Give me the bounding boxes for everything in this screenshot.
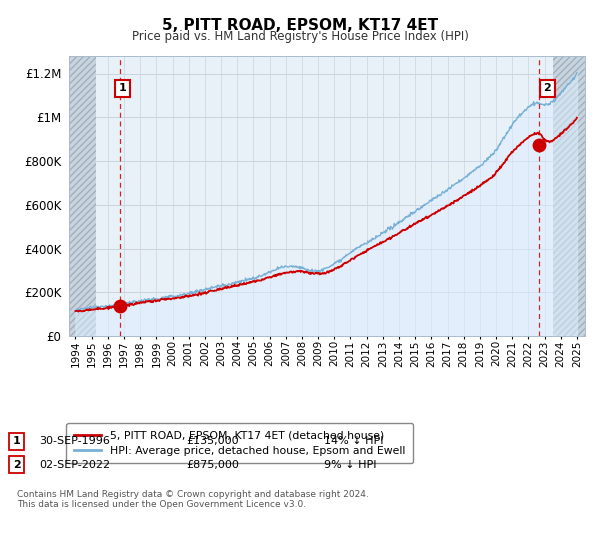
Bar — [69, 56, 97, 336]
Bar — [69, 56, 97, 336]
Text: 1: 1 — [119, 83, 126, 93]
Text: 02-SEP-2022: 02-SEP-2022 — [39, 460, 110, 470]
Text: 14% ↓ HPI: 14% ↓ HPI — [324, 436, 383, 446]
Text: 2: 2 — [13, 460, 20, 470]
Bar — [553, 56, 585, 336]
Text: Price paid vs. HM Land Registry's House Price Index (HPI): Price paid vs. HM Land Registry's House … — [131, 30, 469, 43]
Text: £135,000: £135,000 — [186, 436, 239, 446]
Legend: 5, PITT ROAD, EPSOM, KT17 4ET (detached house), HPI: Average price, detached hou: 5, PITT ROAD, EPSOM, KT17 4ET (detached … — [67, 423, 413, 463]
Text: £875,000: £875,000 — [186, 460, 239, 470]
Text: Contains HM Land Registry data © Crown copyright and database right 2024.
This d: Contains HM Land Registry data © Crown c… — [17, 490, 368, 510]
Text: 5, PITT ROAD, EPSOM, KT17 4ET: 5, PITT ROAD, EPSOM, KT17 4ET — [162, 18, 438, 33]
Text: 1: 1 — [13, 436, 20, 446]
Text: 9% ↓ HPI: 9% ↓ HPI — [324, 460, 377, 470]
Text: 2: 2 — [544, 83, 551, 93]
Text: 30-SEP-1996: 30-SEP-1996 — [39, 436, 110, 446]
